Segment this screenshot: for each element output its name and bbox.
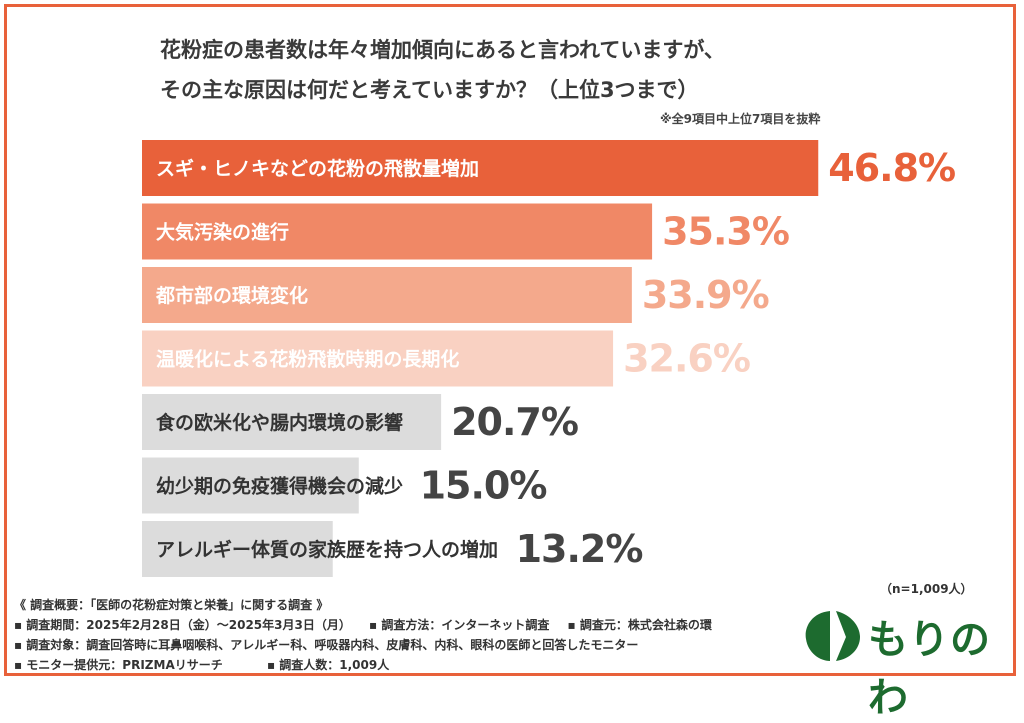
bar-2 <box>142 203 653 260</box>
company-logo: もりのわ <box>800 605 1010 721</box>
bar-value-4: 32.6% <box>623 337 750 381</box>
footer-source: ▪ 調査元：株式会社森の環 <box>567 618 712 632</box>
footer-target: ▪ 調査対象：調査回答時に耳鼻咽喉科、アレルギー科、呼吸器内科、皮膚科、内科、眼… <box>14 638 639 652</box>
logo-text: もりのわ <box>868 617 991 721</box>
leaf-logo-icon <box>805 611 860 661</box>
bar-1 <box>142 140 819 196</box>
bar-label-3: 都市部の環境変化 <box>155 284 308 307</box>
bar-value-5: 20.7% <box>451 400 578 444</box>
bar-value-1: 46.8% <box>828 146 955 190</box>
title-line-1: 花粉症の患者数は年々増加傾向にあると言われていますが、 <box>160 38 725 62</box>
bar-3 <box>142 267 632 323</box>
bar-label-1: スギ・ヒノキなどの花粉の飛散量増加 <box>156 157 479 180</box>
sample-size: （n=1,009人） <box>880 582 973 596</box>
footer-row-2: ▪ 調査期間：2025年2月28日（金）〜2025年3月3日（月） ▪ 調査方法… <box>14 615 774 635</box>
bar-5 <box>142 394 442 450</box>
bar-label-2: 大気汚染の進行 <box>156 221 289 244</box>
bar-label-6: 幼少期の免疫獲得機会の減少 <box>156 475 403 498</box>
footer-period: ▪ 調査期間：2025年2月28日（金）〜2025年3月3日（月） <box>14 618 351 632</box>
bar-label-5: 食の欧米化や腸内環境の影響 <box>156 411 403 434</box>
chart-title: 花粉症の患者数は年々増加傾向にあると言われていますが、 その主な原因は何だと考え… <box>160 30 920 110</box>
bar-chart: スギ・ヒノキなどの花粉の飛散量増加 46.8% 大気汚染の進行 35.3% 都市部の環境… <box>142 140 956 577</box>
bar-label-4: 温暖化による花粉飛散時期の長期化 <box>156 348 459 371</box>
bar-7 <box>142 521 333 577</box>
title-line-2: その主な原因は何だと考えていますか？（上位3つまで） <box>160 78 699 102</box>
note-text: ※全9項目中上位7項目を抜粋 <box>660 112 821 126</box>
bar-6 <box>142 457 359 514</box>
bar-value-7: 13.2% <box>516 527 643 571</box>
border-frame <box>4 4 1016 676</box>
bar-value-6: 15.0% <box>420 464 547 508</box>
footer-row-4: ▪ モニター提供元：PRIZMAリサーチ ▪ 調査人数：1,009人 <box>14 655 774 675</box>
bar-value-3: 33.9% <box>642 273 769 317</box>
survey-footer: 《 調査概要：「医師の花粉症対策と栄養」に関する調査 》 ▪ 調査期間：2025… <box>14 595 774 675</box>
footer-heading: 《 調査概要：「医師の花粉症対策と栄養」に関する調査 》 <box>14 598 329 612</box>
footer-count: ▪ 調査人数：1,009人 <box>266 658 390 672</box>
bar-4 <box>142 330 614 387</box>
footer-provider: ▪ モニター提供元：PRIZMAリサーチ <box>14 658 223 672</box>
bar-label-7: アレルギー体質の家族歴を持つ人の増加 <box>156 538 498 561</box>
bar-value-2: 35.3% <box>662 210 789 254</box>
footer-method: ▪ 調査方法：インターネット調査 <box>369 618 550 632</box>
